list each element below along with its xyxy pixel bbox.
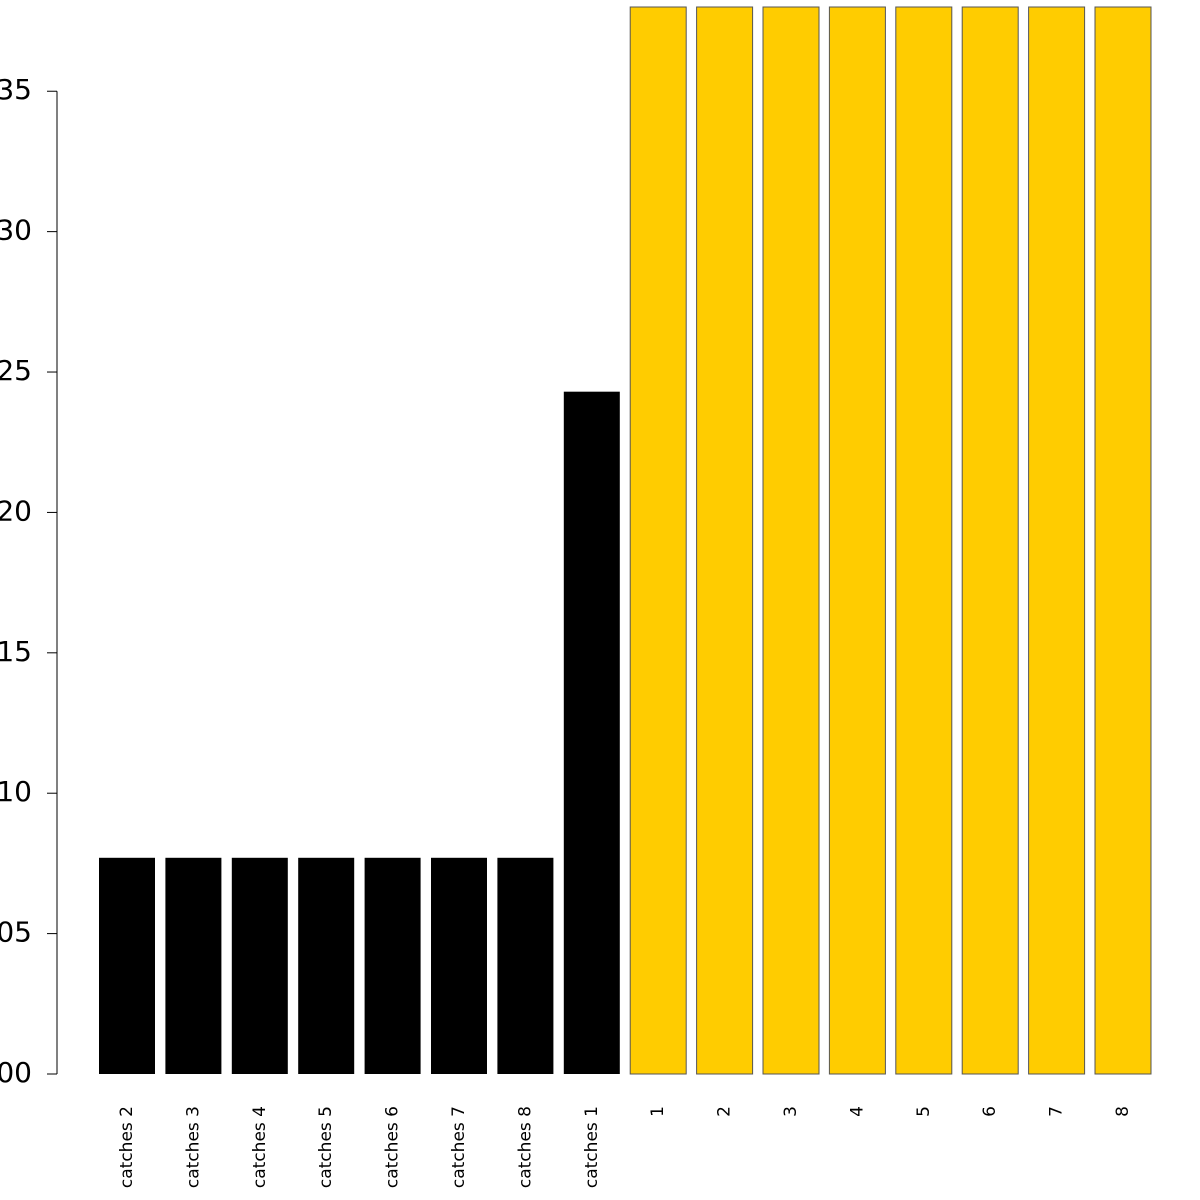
- bar: [629, 6, 687, 1075]
- x-tick-label: catches 1: [582, 1106, 602, 1188]
- bar: [231, 857, 288, 1074]
- bar: [563, 391, 620, 1074]
- bar: [298, 857, 355, 1074]
- y-tick-label: 0.00: [0, 1056, 32, 1089]
- y-tick-label: 0.10: [0, 775, 32, 808]
- x-tick-label: catches 3: [183, 1106, 203, 1188]
- x-tick-label: catches 8: [515, 1106, 535, 1188]
- bar: [828, 6, 886, 1075]
- x-tick-label: 3: [781, 1106, 801, 1117]
- bar: [961, 6, 1019, 1075]
- x-tick-label: catches 5: [316, 1106, 336, 1188]
- bar: [1028, 6, 1086, 1075]
- x-tick-label: 1: [648, 1106, 668, 1117]
- bar: [696, 6, 754, 1075]
- y-tick-label: 0.25: [0, 354, 32, 387]
- bar: [431, 857, 487, 1074]
- x-tick-label: 7: [1047, 1106, 1067, 1117]
- x-tick-label: 5: [914, 1106, 934, 1117]
- x-tick-label: catches 6: [383, 1106, 403, 1188]
- x-tick-label: 8: [1113, 1106, 1133, 1117]
- bar: [762, 6, 820, 1075]
- bar: [165, 857, 222, 1074]
- y-tick-label: 0.15: [0, 635, 32, 668]
- x-tick-label: catches 4: [250, 1106, 270, 1188]
- bar: [895, 6, 953, 1075]
- x-tick-label: catches 7: [449, 1106, 469, 1188]
- x-tick-label: 4: [847, 1106, 867, 1117]
- bar: [1094, 6, 1152, 1075]
- x-tick-label: catches 2: [117, 1106, 137, 1188]
- y-tick-label: 0.35: [0, 73, 32, 106]
- y-tick-label: 0.20: [0, 494, 32, 527]
- x-tick-label: 6: [980, 1106, 1000, 1117]
- y-tick-label: 0.05: [0, 916, 32, 949]
- bar: [497, 857, 554, 1074]
- bar: [364, 857, 421, 1074]
- bar: [99, 857, 155, 1074]
- y-tick-label: 0.30: [0, 214, 32, 247]
- x-tick-label: 2: [715, 1106, 735, 1117]
